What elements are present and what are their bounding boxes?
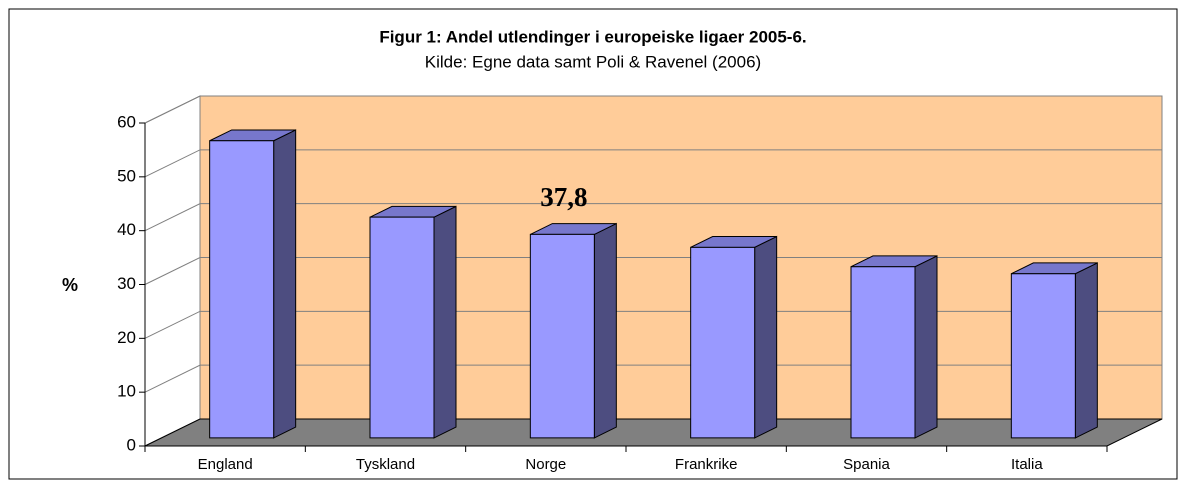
bar-side — [433, 205, 457, 439]
y-tick-label: 50 — [117, 166, 136, 185]
bar — [1010, 262, 1098, 439]
bar — [690, 235, 778, 439]
x-tick-label: Italia — [1011, 456, 1043, 473]
y-tick-label: 60 — [117, 112, 136, 131]
bar-side — [1074, 262, 1098, 439]
bar-front — [850, 266, 916, 439]
bar — [369, 205, 457, 439]
bar-front — [369, 216, 435, 439]
bar — [850, 255, 938, 439]
bar-front — [690, 246, 756, 439]
grid-line — [144, 149, 1162, 178]
grid-line — [144, 364, 1162, 393]
x-tick-label: Norge — [525, 456, 566, 473]
y-tick-label: 40 — [117, 220, 136, 239]
y-tick-label: 10 — [117, 382, 136, 401]
x-tick-label: Tyskland — [356, 456, 415, 473]
bar — [209, 129, 297, 439]
bar-front — [209, 140, 275, 439]
grid-line — [144, 257, 1162, 285]
grid-line — [144, 95, 1162, 124]
grid-line — [144, 203, 1162, 232]
bar-side — [754, 235, 778, 439]
bar-front — [529, 233, 595, 439]
chart-title: Figur 1: Andel utlendinger i europeiske … — [379, 27, 806, 46]
x-tick-label: Spania — [843, 456, 890, 473]
chart-subtitle: Kilde: Egne data samt Poli & Ravenel (20… — [425, 52, 761, 71]
x-tick-label: Frankrike — [675, 456, 738, 473]
data-label: 37,8 — [540, 182, 587, 212]
bar-side — [914, 255, 938, 439]
grid-line — [144, 310, 1162, 339]
y-tick-label: 20 — [117, 328, 136, 347]
bar-side — [593, 222, 617, 439]
bar-side — [273, 129, 297, 439]
y-tick-label: 0 — [127, 435, 136, 454]
bar — [529, 222, 617, 439]
y-tick-label: 30 — [117, 274, 136, 293]
y-axis-label: % — [62, 275, 78, 295]
x-tick-label: England — [198, 456, 253, 473]
floor — [144, 418, 1163, 447]
bar-front — [1010, 273, 1076, 439]
